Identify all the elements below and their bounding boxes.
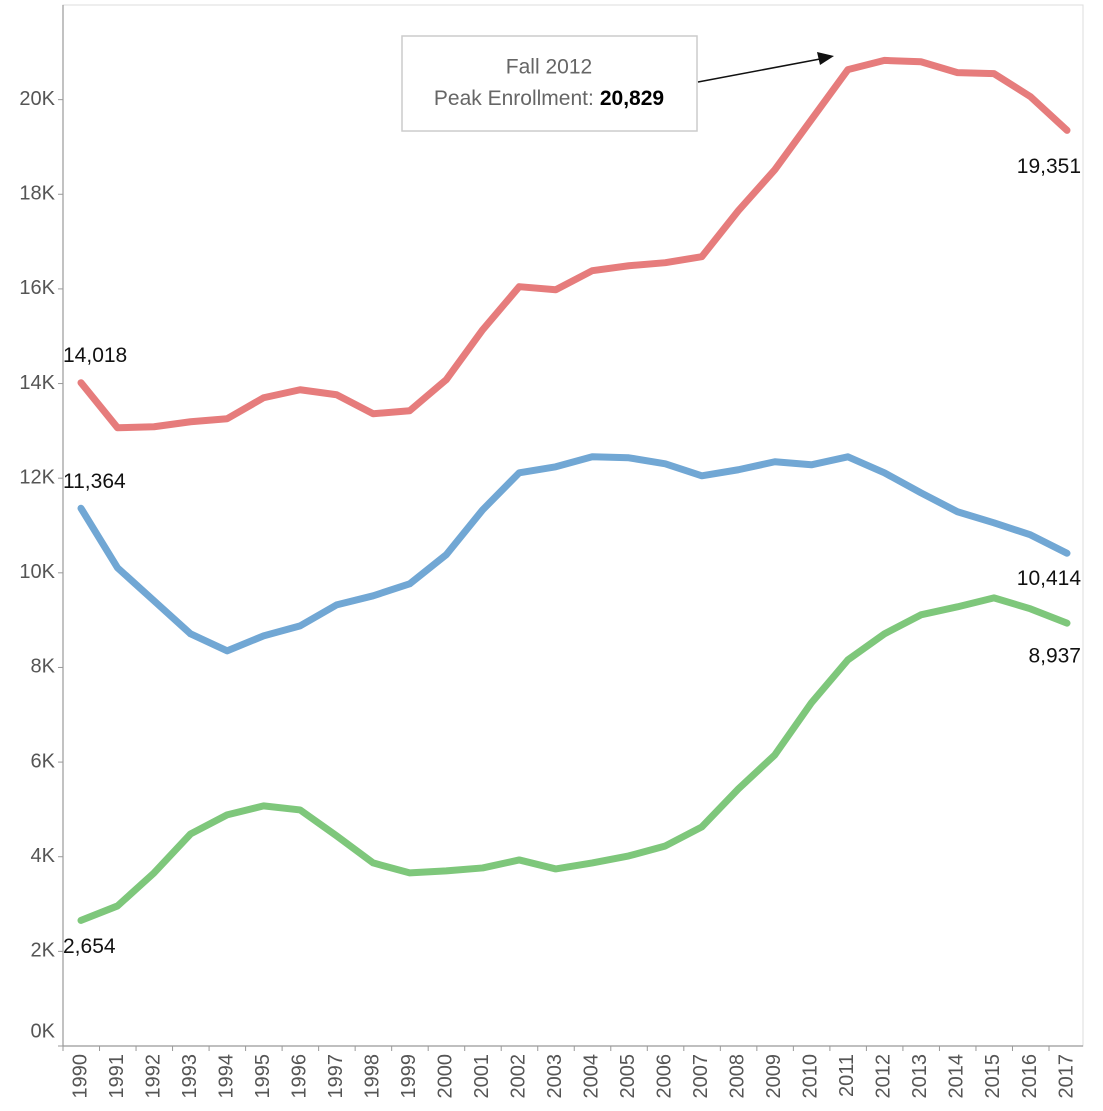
x-tick-label: 1990	[69, 1054, 91, 1099]
x-tick-label: 1992	[142, 1054, 164, 1099]
y-tick-label: 10K	[19, 561, 55, 583]
annotation-box	[401, 35, 698, 132]
annotation-text: Peak Enrollment: 20,829	[434, 87, 664, 110]
y-tick-label: 20K	[19, 88, 55, 110]
x-tick-label: 2017	[1055, 1054, 1077, 1099]
x-tick-label: 1996	[288, 1054, 310, 1099]
y-tick-label: 0K	[31, 1020, 56, 1042]
annotation-label: Peak Enrollment:	[434, 87, 594, 110]
x-tick-label: 1993	[179, 1054, 201, 1099]
plot-border	[62, 4, 1084, 1047]
line-series	[77, 56, 1071, 432]
data-label: 2,654	[63, 935, 116, 958]
data-label: 8,937	[1028, 645, 1081, 668]
annotation-value: 20,829	[600, 87, 664, 110]
y-tick-label: 8K	[31, 656, 56, 678]
arrow-head	[817, 52, 834, 65]
x-tick-label: 2002	[508, 1054, 530, 1099]
line-series	[77, 453, 1071, 655]
annotation-title: Fall 2012	[506, 56, 592, 79]
x-tick-label: 1997	[325, 1054, 347, 1099]
x-tick-label: 2015	[982, 1054, 1004, 1099]
x-tick-label: 2003	[544, 1054, 566, 1099]
data-label: 11,364	[63, 470, 126, 493]
x-tick-label: 2006	[654, 1054, 676, 1099]
x-tick-label: 1995	[252, 1054, 274, 1099]
x-tick-label: 2004	[581, 1054, 603, 1099]
y-tick-label: 2K	[31, 940, 56, 962]
annotation-arrow	[697, 58, 821, 83]
x-tick-label: 2010	[800, 1054, 822, 1099]
x-tick-label: 2012	[873, 1054, 895, 1099]
x-tick-label: 2007	[690, 1054, 712, 1099]
y-tick-label: 12K	[19, 466, 55, 488]
y-tick-label: 14K	[19, 372, 55, 394]
x-tick-label: 2008	[727, 1054, 749, 1099]
x-tick-label: 2013	[909, 1054, 931, 1099]
line-series	[77, 594, 1071, 924]
x-tick-label: 2014	[946, 1054, 968, 1099]
y-tick-label: 16K	[19, 277, 55, 299]
data-label: 10,414	[1017, 567, 1082, 590]
y-tick-label: 4K	[31, 845, 56, 867]
annotation: Fall 2012 Peak Enrollment: 20,829	[401, 35, 834, 132]
x-tick-label: 2000	[434, 1054, 456, 1099]
x-tick-label: 1994	[215, 1054, 237, 1099]
x-tick-label: 2016	[1019, 1054, 1041, 1099]
y-tick-label: 6K	[31, 750, 56, 772]
data-label: 19,351	[1017, 155, 1081, 178]
x-tick-label: 1999	[398, 1054, 420, 1099]
data-label: 14,018	[63, 344, 127, 367]
x-tick-label: 1991	[106, 1054, 128, 1099]
x-tick-label: 2001	[471, 1054, 493, 1099]
x-tick-label: 2011	[836, 1054, 858, 1097]
x-tick-label: 2005	[617, 1054, 639, 1099]
x-tick-label: 2009	[763, 1054, 785, 1099]
x-tick-label: 1998	[361, 1054, 383, 1099]
y-tick-label: 18K	[19, 183, 55, 205]
